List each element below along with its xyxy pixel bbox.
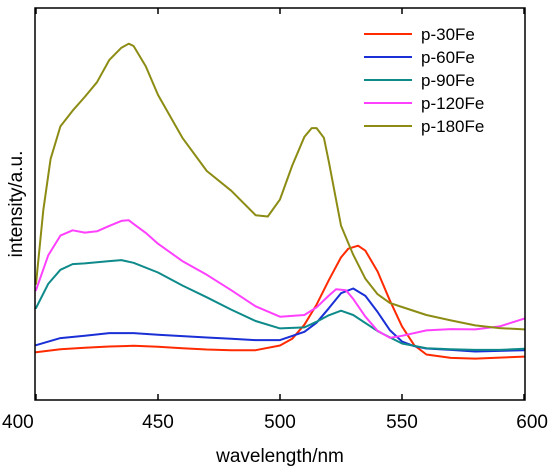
y-axis-label: intensity/a.u. [6, 151, 27, 258]
plot-lines [35, 42, 525, 360]
x-axis-label: wavelength/nm [215, 446, 344, 467]
legend-label-2: p-60Fe [421, 48, 475, 67]
legend-label-3: p-90Fe [421, 71, 475, 90]
series-line-4 [35, 219, 525, 339]
x-ticks: 400 450 500 550 600 [2, 8, 548, 433]
x-tick-label: 400 [2, 412, 34, 433]
x-tick-label: 450 [142, 412, 174, 433]
legend-label-5: p-180Fe [421, 117, 484, 136]
x-tick-label: 600 [516, 412, 548, 433]
legend: p-30Fe p-60Fe p-90Fe p-120Fe p-180Fe [364, 25, 484, 136]
x-tick-label: 550 [386, 412, 418, 433]
legend-label-1: p-30Fe [421, 25, 475, 44]
legend-label-4: p-120Fe [421, 94, 484, 113]
series-line-3 [35, 259, 525, 351]
x-tick-label: 500 [264, 412, 296, 433]
series-line-1 [35, 244, 525, 360]
series-line-5 [35, 42, 525, 331]
